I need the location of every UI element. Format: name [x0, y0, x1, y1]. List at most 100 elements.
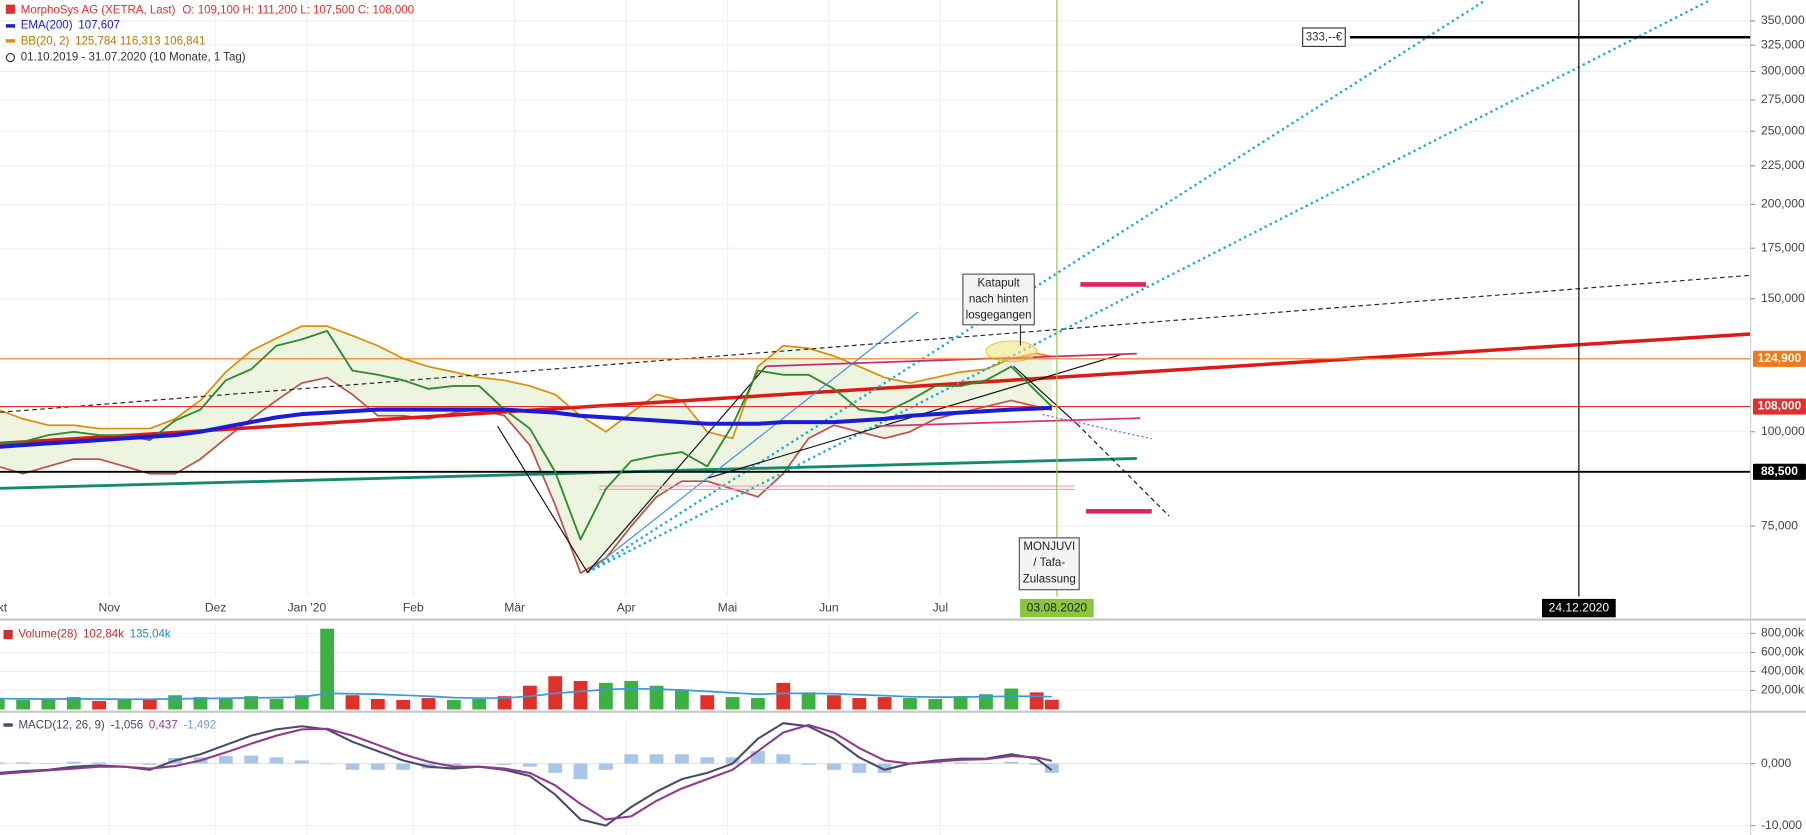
x-tick-label: Jan '20: [288, 600, 327, 614]
projection-line: [1076, 423, 1170, 517]
x-tick-label: Mär: [504, 600, 525, 614]
histogram-bar: [852, 763, 867, 773]
y-tick-label: 0,000: [1761, 756, 1792, 770]
channel-line: [586, 0, 1711, 574]
histogram-bar: [700, 757, 715, 764]
legend-ema: EMA(200) 107,607: [21, 19, 120, 31]
overlay: 75,000 100,000 150,000 175,000 200,000 225,00…: [0, 13, 1806, 832]
y-tick-label: 400,00k: [1761, 664, 1805, 678]
date-tag: [1020, 598, 1094, 618]
volume-bar: [370, 699, 385, 710]
histogram-bar: [269, 757, 284, 764]
y-tick-label: 350,000: [1761, 13, 1805, 27]
legend-label: BB(20, 2): [21, 36, 70, 48]
volume-bar: [725, 697, 740, 710]
volume-bar: [624, 680, 639, 710]
ema-line: [0, 405, 1052, 449]
projection-line: [1042, 414, 1152, 440]
level-tag: [1752, 463, 1806, 480]
histogram-bar: [218, 756, 233, 764]
x-tick-label: Okt: [0, 600, 8, 614]
volume-bar: [827, 695, 841, 710]
range-line: [765, 352, 1137, 368]
x-tick-label: Dez: [205, 600, 226, 614]
title: MorphoSys AG (XETRA, Last): [21, 4, 176, 16]
annotation-text: Katapult: [977, 277, 1020, 289]
histogram-bar: [548, 763, 563, 773]
histogram-bar: [370, 763, 385, 770]
volume-bar: [751, 698, 765, 710]
histogram-bar: [979, 762, 993, 764]
histogram-bar: [66, 761, 81, 764]
legend-label: Volume(28): [18, 629, 77, 641]
histogram-bar: [801, 763, 816, 765]
triangle-line: [1013, 365, 1078, 425]
volume-bar: [472, 699, 487, 710]
legend-swatch: [5, 39, 16, 43]
y-tick-label: 600,00k: [1761, 645, 1805, 659]
volume-bar: [193, 697, 208, 710]
y-tick-label: 800,00k: [1761, 626, 1805, 640]
level-tag: [1752, 398, 1806, 415]
volume-bar: [168, 695, 183, 710]
y-tick-label: 75,000: [1761, 518, 1798, 532]
volume-bar: [979, 694, 993, 710]
drawings: [0, 0, 1751, 574]
trend-line: [0, 456, 1137, 490]
legend-label: EMA(200): [21, 19, 73, 31]
y-tick-label: 150,000: [1761, 291, 1805, 305]
bb-fill: [0, 326, 1052, 574]
volume-average: [0, 687, 1052, 701]
annotation-text: nach hinten: [969, 293, 1028, 305]
volume-bar: [244, 696, 259, 710]
volume-bar: [497, 696, 512, 710]
volume-bar: [700, 695, 715, 710]
histogram-bar: [1029, 763, 1044, 765]
macd-line: [0, 722, 1053, 827]
legend-value: 102,84k: [83, 629, 124, 641]
histogram-bar: [674, 754, 689, 764]
level-label: 88,500: [1761, 464, 1798, 478]
volume-bar: [446, 699, 461, 710]
icon: [5, 4, 16, 14]
volume-bar: [852, 698, 867, 710]
histogram-bar: [41, 762, 56, 764]
volume-bar: [649, 685, 664, 710]
volume-bar: [294, 695, 309, 710]
x-tick-label: Apr: [617, 600, 636, 614]
histogram-bar: [1004, 761, 1019, 764]
histogram-bar: [396, 763, 411, 770]
grid: [0, 0, 1751, 835]
volume-bar: [928, 699, 943, 710]
date-tag: [1542, 598, 1616, 618]
volume-bar: [0, 698, 5, 710]
trend-line: [0, 274, 1751, 413]
histogram-bar: [649, 754, 664, 764]
legend-volume: Volume(28) 102,84k 135,04k: [18, 629, 170, 641]
x-tick-label: Mai: [718, 600, 737, 614]
y-tick-label: 325,000: [1761, 37, 1805, 51]
histogram-bar: [624, 754, 639, 764]
highlight: [985, 340, 1038, 363]
volume-bar: [218, 698, 233, 710]
annotation-text: Zulassung: [1023, 573, 1076, 585]
histogram-bar: [294, 760, 309, 764]
histogram-bar: [0, 762, 5, 764]
date-label: 24.12.2020: [1549, 600, 1610, 614]
x-tick-label: Jun: [819, 600, 838, 614]
histogram-bar: [244, 755, 259, 764]
legend-swatch: [3, 723, 13, 727]
legend-value: 107,607: [78, 19, 120, 31]
price-line: [0, 329, 1053, 541]
annotation-text: losgegangen: [966, 310, 1032, 322]
legend-value: -1,492: [183, 720, 216, 732]
histogram-bar: [446, 763, 461, 766]
histogram-bar: [92, 762, 107, 764]
volume-bar: [16, 699, 31, 710]
volume-bar: [953, 696, 968, 710]
date-range: 01.10.2019 - 31.07.2020 (10 Monate, 1 Ta…: [21, 52, 246, 64]
histogram-bar: [953, 762, 968, 764]
histogram-bar: [725, 757, 740, 764]
ohlc: O: 109,100 H: 111,200 L: 107,500 C: 108,…: [182, 4, 414, 16]
volume-bar: [320, 628, 335, 710]
